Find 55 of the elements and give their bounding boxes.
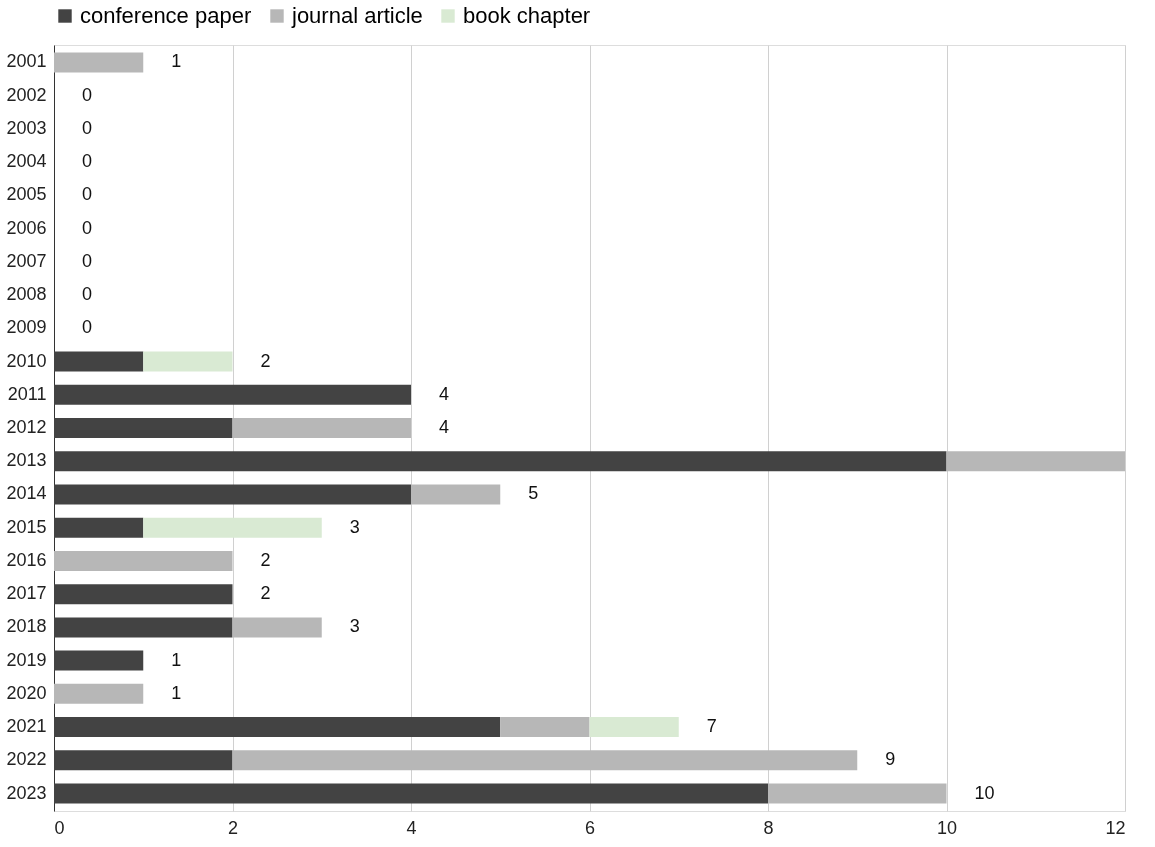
- total-label: 1: [171, 649, 182, 670]
- total-label: 0: [82, 284, 93, 305]
- total-label: 3: [349, 516, 360, 537]
- total-label: 9: [885, 749, 896, 770]
- total-label: 5: [528, 483, 539, 504]
- total-label: 2: [260, 583, 271, 604]
- y-tick-label: 2021: [6, 716, 47, 737]
- y-tick-label: 2007: [6, 250, 47, 271]
- x-tick-label: 0: [54, 817, 65, 838]
- y-tick-label: 2014: [6, 483, 47, 504]
- legend-label: book chapter: [463, 3, 591, 28]
- x-tick-label: 4: [406, 817, 417, 838]
- y-tick-label: 2002: [6, 84, 47, 105]
- total-label: 4: [439, 417, 450, 437]
- total-label: 4: [439, 383, 450, 404]
- y-tick-label: 2003: [6, 117, 47, 138]
- y-tick-label: 2008: [6, 284, 47, 305]
- total-label: 2: [260, 549, 271, 570]
- legend-label: journal article: [291, 3, 423, 28]
- total-label: 2: [260, 350, 271, 371]
- total-label: 0: [82, 250, 93, 271]
- y-tick-label: 2010: [6, 350, 47, 371]
- y-tick-label: 2004: [6, 151, 47, 172]
- y-tick-label: 2019: [6, 649, 47, 670]
- y-tick-label: 2022: [6, 749, 47, 770]
- total-label: 0: [82, 117, 93, 138]
- x-tick-label: 2: [227, 817, 239, 838]
- y-tick-label: 2005: [6, 184, 47, 205]
- y-tick-label: 2023: [6, 782, 47, 803]
- x-tick-label: 12: [1105, 817, 1126, 838]
- x-tick-label: 8: [763, 817, 774, 838]
- x-tick-label: 6: [584, 817, 596, 838]
- y-tick-label: 2018: [6, 616, 47, 637]
- y-tick-label: 2001: [6, 51, 47, 72]
- y-tick-label: 2016: [6, 549, 47, 570]
- y-tick-label: 2009: [6, 317, 47, 338]
- total-label: 3: [349, 616, 360, 637]
- y-tick-label: 2006: [6, 217, 47, 238]
- y-tick-label: 2011: [7, 383, 47, 404]
- y-tick-label: 2020: [6, 682, 47, 703]
- total-label: 7: [706, 716, 717, 737]
- total-label: 1: [171, 51, 182, 72]
- total-label: 0: [82, 317, 93, 338]
- total-label: 0: [82, 184, 93, 205]
- y-tick-label: 2012: [6, 417, 47, 437]
- total-label: 10: [974, 782, 995, 803]
- total-label: 0: [82, 151, 93, 172]
- y-tick-label: 2015: [6, 516, 47, 537]
- y-tick-label: 2017: [6, 583, 47, 604]
- total-label: 1: [171, 682, 182, 703]
- legend-label: conference paper: [80, 3, 252, 28]
- total-label: 0: [82, 84, 93, 105]
- total-label: 0: [82, 217, 93, 238]
- y-tick-label: 2013: [6, 450, 47, 471]
- x-tick-label: 10: [936, 817, 958, 838]
